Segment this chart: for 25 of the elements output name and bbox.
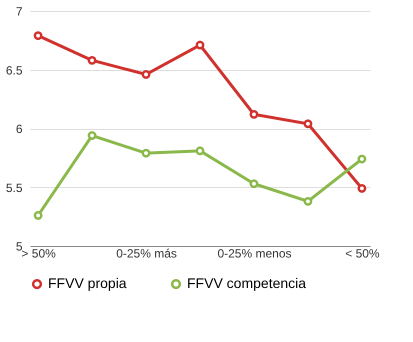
point — [196, 146, 204, 156]
point — [34, 31, 43, 40]
y-tick-label: 5 — [16, 240, 23, 254]
x-tick-label: < 50% — [345, 246, 380, 260]
point — [34, 211, 43, 220]
x-tick-label: 0-25% menos — [217, 246, 292, 260]
y-tick-label: 6.5 — [6, 63, 23, 78]
point — [142, 70, 150, 79]
point — [250, 179, 258, 188]
legend-label: FFVV competencia — [187, 275, 306, 292]
point — [304, 196, 312, 206]
point — [250, 110, 258, 119]
y-tick-label: 5.5 — [6, 180, 23, 195]
point — [357, 154, 366, 164]
point — [88, 131, 96, 140]
x-tick-label: 0-25% más — [116, 246, 177, 260]
y-tick-label: 7 — [16, 4, 23, 18]
point — [142, 148, 150, 158]
point — [304, 119, 312, 128]
x-tick-label: > 50% — [21, 246, 56, 260]
y-tick-label: 6 — [16, 122, 23, 136]
point — [196, 40, 204, 50]
point — [357, 184, 366, 193]
legend-label: FFVV propia — [48, 275, 127, 292]
point — [88, 56, 96, 65]
